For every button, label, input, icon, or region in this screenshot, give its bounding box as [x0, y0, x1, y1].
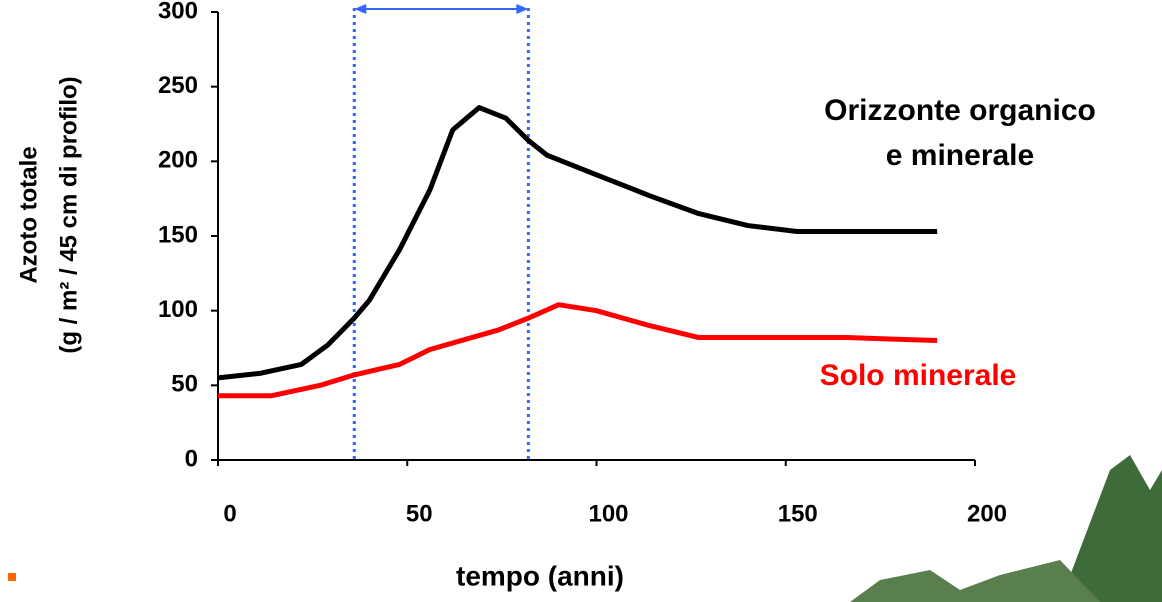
y-axis-label: Azoto totale: [15, 146, 42, 283]
y-tick-label: 150: [158, 221, 198, 248]
tree-decoration: [850, 455, 1162, 602]
y-tick-label: 300: [158, 0, 198, 24]
x-tick-label: 100: [588, 500, 628, 527]
x-tick-label: 150: [778, 500, 818, 527]
annotation: e minerale: [886, 139, 1034, 172]
data-line: [217, 105, 938, 381]
annotation: Orizzonte organico: [824, 94, 1096, 127]
x-tick-label: 200: [967, 500, 1007, 527]
y-tick-label: 250: [158, 72, 198, 99]
y-tick-label: 200: [158, 147, 198, 174]
y-tick-label: 50: [171, 371, 198, 398]
x-tick-label: 0: [223, 500, 236, 527]
y-tick-label: 100: [158, 296, 198, 323]
y-axis-label: (g / m² / 45 cm di profilo): [55, 76, 82, 353]
annotation: Solo minerale: [820, 359, 1017, 392]
x-axis-label: tempo (anni): [456, 560, 624, 591]
arrow-head: [354, 4, 367, 14]
data-line: [218, 302, 938, 399]
y-tick-label: 0: [185, 445, 198, 472]
bullet: [8, 573, 16, 581]
x-tick-label: 50: [406, 500, 433, 527]
arrow-head: [516, 4, 529, 14]
